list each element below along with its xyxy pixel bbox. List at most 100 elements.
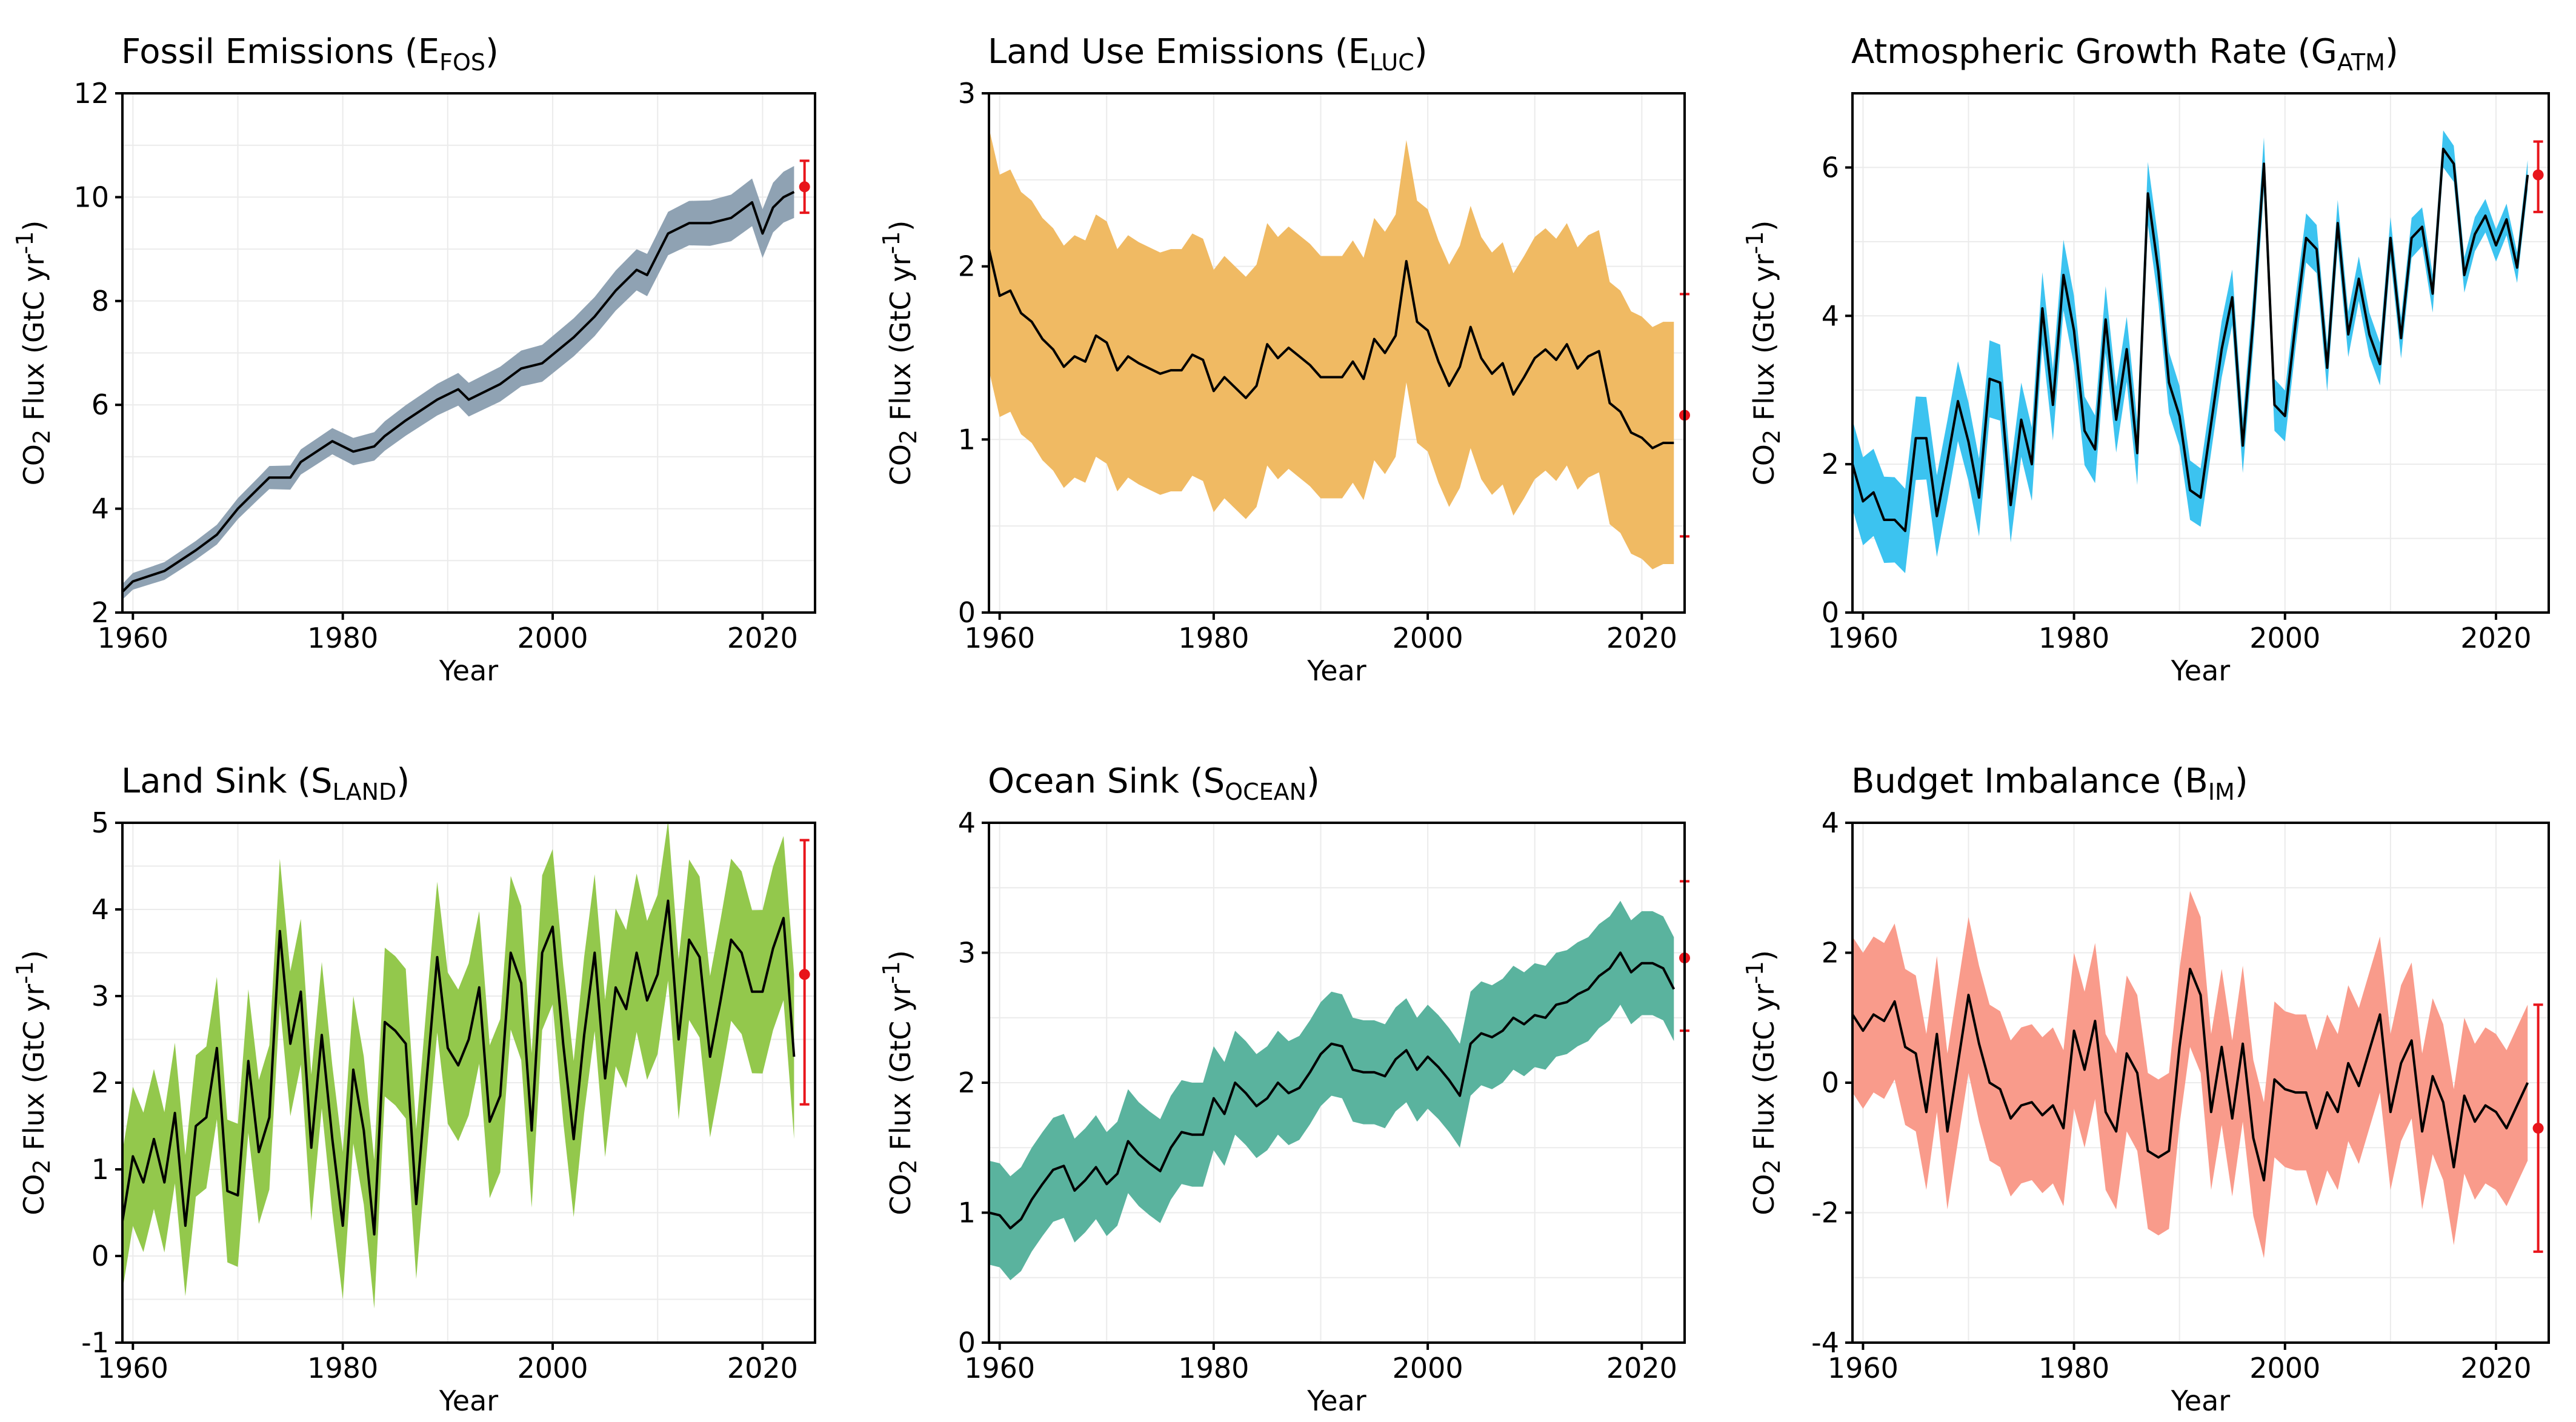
y-tick-label: 2 <box>92 1066 109 1099</box>
y-tick-label: 6 <box>1822 151 1839 184</box>
y-tick-label: 5 <box>92 806 109 839</box>
series-line <box>121 899 796 1236</box>
y-axis-title-text: Flux (GtC yr <box>18 254 50 429</box>
panel-title-subscript: LAND <box>333 779 397 805</box>
panel-title-text: Fossil Emissions (E <box>121 32 439 71</box>
panel-title-text: ) <box>1414 32 1428 71</box>
plot-frame <box>1851 92 2550 614</box>
panel-title: Fossil Emissions (EFOS) <box>121 32 499 76</box>
series-line <box>988 248 1674 450</box>
y-tick-label: 0 <box>92 1240 109 1272</box>
uncertainty-band <box>1852 891 2528 1258</box>
x-tick-label: 1960 <box>1828 622 1899 654</box>
x-tick-label: 2000 <box>1393 622 1463 654</box>
y-tick-label: 8 <box>92 285 109 317</box>
y-tick-label: 4 <box>1822 299 1839 332</box>
x-axis-title: Year <box>1306 654 1366 687</box>
y-axis-title-text: Flux (GtC yr <box>884 984 917 1159</box>
y-axis-title-superscript: -1 <box>1742 961 1768 984</box>
panel-title: Ocean Sink (SOCEAN) <box>988 762 1320 805</box>
y-axis-title-subscript: 2 <box>1759 1159 1785 1174</box>
y-axis-title-text: CO <box>884 444 917 485</box>
panel-title-text: Budget Imbalance (B <box>1851 762 2208 801</box>
y-axis-title: CO2 Flux (GtC yr-1) <box>878 950 922 1215</box>
x-tick-label: 2000 <box>1393 1352 1463 1384</box>
panel-title: Land Sink (SLAND) <box>121 762 410 805</box>
y-tick-label: 3 <box>92 980 109 1012</box>
panel-title-text: ) <box>396 762 410 801</box>
y-tick-label: 3 <box>958 937 976 969</box>
panel-title: Atmospheric Growth Rate (GATM) <box>1851 32 2398 76</box>
y-tick-label: 1 <box>958 423 976 456</box>
y-axis-title: CO2 Flux (GtC yr-1) <box>12 950 55 1215</box>
y-axis-title-text: CO <box>1748 444 1780 485</box>
x-axis-title: Year <box>2171 654 2230 687</box>
y-tick-label: 10 <box>73 181 109 213</box>
y-tick-label: 0 <box>1822 1066 1839 1099</box>
y-tick-label: 4 <box>92 493 109 525</box>
panel-title-text: ) <box>2235 762 2248 801</box>
series-line <box>1851 968 2529 1181</box>
x-tick-label: 2020 <box>2460 622 2531 654</box>
y-tick-label: 0 <box>958 1326 976 1359</box>
x-tick-label: 1960 <box>98 1352 168 1384</box>
x-tick-label: 1980 <box>307 622 378 654</box>
y-axis-title-subscript: 2 <box>895 1159 922 1174</box>
series-line <box>1851 147 2529 533</box>
y-tick-label: 12 <box>73 77 109 110</box>
y-axis-title-text: Flux (GtC yr <box>1748 254 1780 429</box>
panel-title-subscript: OCEAN <box>1225 779 1306 805</box>
x-tick-label: 1960 <box>964 622 1035 654</box>
y-axis-title: CO2 Flux (GtC yr-1) <box>1742 221 1785 486</box>
panel-title-text: ) <box>2385 32 2398 71</box>
plot-frame <box>988 92 1686 614</box>
panel-title-text: Land Sink (S <box>121 762 333 801</box>
x-tick-label: 1980 <box>2039 622 2109 654</box>
y-axis-title-text: ) <box>1748 950 1780 961</box>
y-axis-title: CO2 Flux (GtC yr-1) <box>12 221 55 486</box>
x-tick-label: 2020 <box>2460 1352 2531 1384</box>
x-axis-title: Year <box>439 654 498 687</box>
y-tick-label: 4 <box>958 806 976 839</box>
y-axis-title: CO2 Flux (GtC yr-1) <box>1742 950 1785 1215</box>
x-tick-label: 2000 <box>2249 622 2320 654</box>
x-axis-title: Year <box>439 1384 498 1417</box>
x-tick-label: 2020 <box>1606 622 1677 654</box>
y-axis-title-text: Flux (GtC yr <box>1748 984 1780 1159</box>
y-axis-title-text: CO <box>18 444 50 485</box>
y-axis-title-text: ) <box>18 950 50 961</box>
y-axis-title-text: CO <box>18 1174 50 1215</box>
y-axis-title-superscript: -1 <box>12 231 38 254</box>
y-tick-label: 4 <box>92 893 109 926</box>
y-tick-label: 1 <box>958 1197 976 1229</box>
x-axis-title: Year <box>1306 1384 1366 1417</box>
y-tick-label: 0 <box>958 596 976 629</box>
x-tick-label: 1960 <box>98 622 168 654</box>
estimate-point <box>799 969 810 980</box>
y-axis-title-subscript: 2 <box>1759 430 1785 444</box>
y-axis-title-text: ) <box>884 950 917 961</box>
y-axis-title-text: CO <box>1748 1174 1780 1215</box>
x-tick-label: 2020 <box>1606 1352 1677 1384</box>
panel-title-subscript: IM <box>2208 779 2235 805</box>
x-tick-label: 1980 <box>1178 622 1249 654</box>
y-axis-title-text: Flux (GtC yr <box>18 984 50 1159</box>
x-tick-label: 1980 <box>307 1352 378 1384</box>
panel-title-text: Atmospheric Growth Rate (G <box>1851 32 2337 71</box>
panel-title-text: Land Use Emissions (E <box>988 32 1370 71</box>
x-tick-label: 2000 <box>518 1352 588 1384</box>
y-axis-title: CO2 Flux (GtC yr-1) <box>878 221 922 486</box>
y-axis-title-subscript: 2 <box>895 430 922 444</box>
y-tick-label: 1 <box>92 1153 109 1186</box>
y-axis-title-subscript: 2 <box>28 430 55 444</box>
y-axis-title-superscript: -1 <box>12 961 38 984</box>
series-line <box>988 951 1676 1230</box>
x-tick-label: 1980 <box>2039 1352 2109 1384</box>
uncertainty-band <box>122 166 794 600</box>
y-tick-label: 4 <box>1822 806 1839 839</box>
estimate-point <box>799 181 810 193</box>
